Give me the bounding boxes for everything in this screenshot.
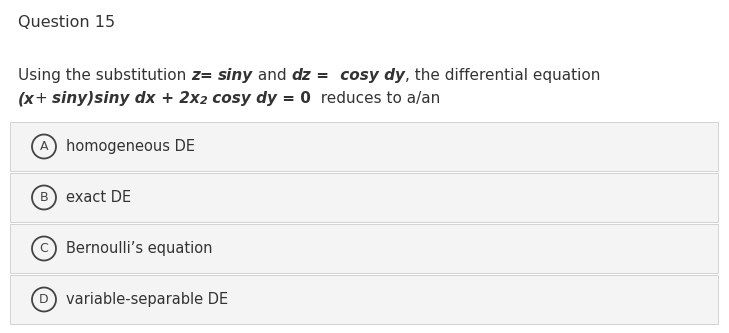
Text: homogeneous DE: homogeneous DE xyxy=(66,139,195,154)
Text: D: D xyxy=(39,293,49,306)
Text: 2: 2 xyxy=(200,96,208,106)
Text: variable-separable DE: variable-separable DE xyxy=(66,292,228,307)
FancyBboxPatch shape xyxy=(10,122,718,171)
Text: =: = xyxy=(311,68,335,83)
Text: exact DE: exact DE xyxy=(66,190,131,205)
Text: and: and xyxy=(253,68,292,83)
Text: Bernoulli’s equation: Bernoulli’s equation xyxy=(66,241,212,256)
Text: = 0: = 0 xyxy=(278,91,311,106)
Text: +: + xyxy=(35,91,52,106)
Text: z: z xyxy=(191,68,200,83)
FancyBboxPatch shape xyxy=(10,173,718,222)
Text: reduces to a/an: reduces to a/an xyxy=(311,91,440,106)
Text: dz: dz xyxy=(292,68,311,83)
Text: siny: siny xyxy=(218,68,253,83)
Text: A: A xyxy=(40,140,48,153)
Text: Question 15: Question 15 xyxy=(18,15,115,30)
Text: Using the substitution: Using the substitution xyxy=(18,68,191,83)
Text: cosy dy: cosy dy xyxy=(335,68,405,83)
Text: , the differential equation: , the differential equation xyxy=(405,68,600,83)
Text: (x: (x xyxy=(18,91,35,106)
Text: B: B xyxy=(39,191,48,204)
Text: cosy dy: cosy dy xyxy=(208,91,278,106)
Text: siny)siny dx: siny)siny dx xyxy=(52,91,156,106)
FancyBboxPatch shape xyxy=(10,275,718,324)
Text: =: = xyxy=(200,68,218,83)
Text: + 2x: + 2x xyxy=(156,91,200,106)
Text: C: C xyxy=(39,242,48,255)
FancyBboxPatch shape xyxy=(10,224,718,273)
